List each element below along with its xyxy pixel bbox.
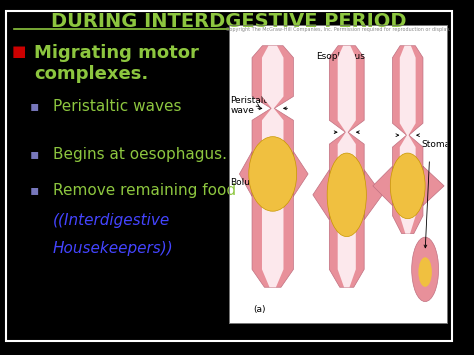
- Ellipse shape: [419, 257, 432, 287]
- Text: Housekeepers)): Housekeepers)): [53, 241, 173, 256]
- Text: ■: ■: [11, 44, 26, 59]
- Bar: [229, 25, 447, 323]
- Bar: [229, 25, 447, 323]
- Text: ▪: ▪: [30, 183, 39, 197]
- Ellipse shape: [327, 153, 366, 236]
- Text: Bolus: Bolus: [230, 179, 255, 187]
- Text: Begins at oesophagus.: Begins at oesophagus.: [53, 147, 227, 162]
- Ellipse shape: [412, 237, 438, 302]
- Polygon shape: [373, 46, 444, 234]
- Polygon shape: [313, 46, 383, 287]
- Polygon shape: [337, 46, 356, 287]
- Text: ▪: ▪: [30, 99, 39, 113]
- Polygon shape: [239, 46, 308, 287]
- Polygon shape: [262, 46, 284, 287]
- Polygon shape: [400, 46, 416, 234]
- Ellipse shape: [249, 137, 297, 211]
- Text: Esophagus: Esophagus: [316, 51, 365, 61]
- Text: Peristaltic
wave: Peristaltic wave: [230, 95, 275, 115]
- Text: Copyright The McGraw-Hill Companies, Inc. Permission required for reproduction o: Copyright The McGraw-Hill Companies, Inc…: [226, 27, 450, 32]
- Text: Remove remaining food: Remove remaining food: [53, 183, 236, 198]
- Text: ((Interdigestive: ((Interdigestive: [53, 213, 170, 228]
- Ellipse shape: [390, 153, 425, 219]
- Text: Peristaltic waves: Peristaltic waves: [53, 99, 181, 114]
- Text: Migrating motor
complexes.: Migrating motor complexes.: [35, 44, 199, 83]
- Text: (a): (a): [254, 305, 266, 314]
- Text: ▪: ▪: [30, 147, 39, 161]
- Text: DURING INTERDGESTIVE PERIOD: DURING INTERDGESTIVE PERIOD: [52, 12, 407, 32]
- Text: Stomach: Stomach: [422, 140, 462, 149]
